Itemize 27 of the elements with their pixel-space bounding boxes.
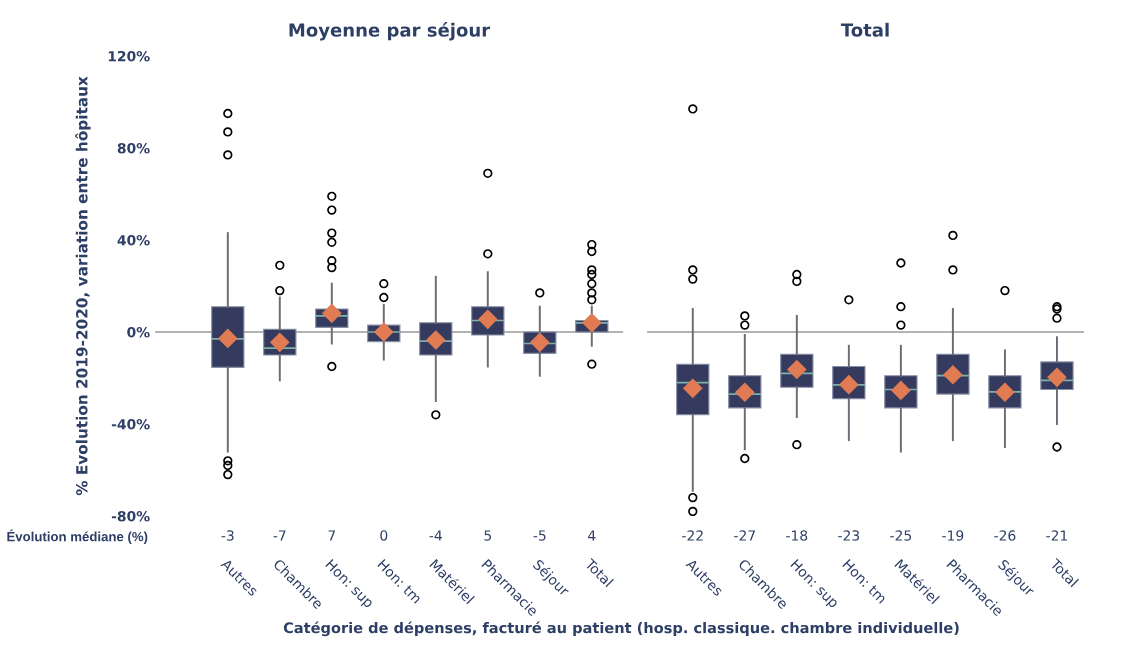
text: -18	[786, 530, 808, 541]
text: -4	[429, 530, 442, 541]
text: -27	[734, 530, 755, 541]
text: -26	[994, 530, 1016, 541]
text: -3	[221, 530, 234, 541]
x-axis-title: Catégorie de dépenses, facturé au patient (hosp. classique. chambre individuelle)	[283, 621, 959, 637]
text: 0	[380, 530, 388, 541]
text: -19	[942, 530, 964, 541]
text: 4	[588, 530, 596, 541]
chart-title: Total	[840, 22, 889, 37]
y-tick-label: -80%	[111, 510, 150, 522]
y-axis-title: % Evolution 2019-2020, variation entre hôpitaux	[75, 76, 91, 496]
text: -23	[838, 530, 860, 541]
y-tick-label: -40%	[111, 418, 150, 430]
text: -25	[890, 530, 912, 541]
y-tick-label: 40%	[117, 234, 150, 246]
y-tick-label: 0%	[127, 326, 150, 338]
y-tick-label: 120%	[108, 50, 150, 62]
text: 7	[328, 530, 336, 541]
y-tick-label: 80%	[117, 142, 150, 154]
text: -7	[273, 530, 286, 541]
text: 5	[484, 530, 492, 541]
text: -21	[1046, 530, 1068, 541]
text: Évolution médiane (%)	[7, 529, 148, 544]
text: -22	[682, 530, 703, 541]
chart-title: Moyenne par séjour	[289, 22, 491, 41]
text: -5	[533, 530, 546, 541]
